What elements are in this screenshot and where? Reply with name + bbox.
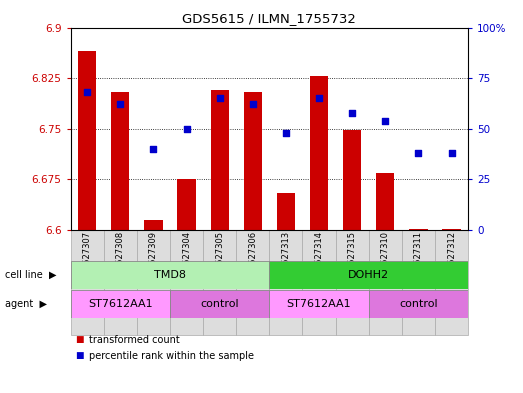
Bar	[244, 92, 262, 230]
Bar	[137, 230, 170, 335]
Bar	[269, 261, 468, 289]
Bar	[269, 230, 302, 335]
Text: control: control	[399, 299, 438, 309]
Bar	[177, 179, 196, 230]
Text: ST7612AA1: ST7612AA1	[88, 299, 153, 309]
Bar	[402, 230, 435, 335]
Text: cell line  ▶: cell line ▶	[5, 270, 56, 280]
Point	[282, 130, 290, 136]
Bar	[336, 230, 369, 335]
Bar	[170, 290, 269, 318]
Bar	[369, 290, 468, 318]
Bar	[71, 230, 104, 335]
Bar	[435, 230, 468, 335]
Text: ST7612AA1: ST7612AA1	[287, 299, 351, 309]
Bar	[71, 290, 170, 318]
Text: percentile rank within the sample: percentile rank within the sample	[89, 351, 254, 361]
Text: DOHH2: DOHH2	[348, 270, 389, 280]
Point	[447, 150, 456, 156]
Title: GDS5615 / ILMN_1755732: GDS5615 / ILMN_1755732	[183, 12, 356, 25]
Point	[414, 150, 423, 156]
Point	[116, 101, 124, 108]
Text: transformed count: transformed count	[89, 335, 180, 345]
Point	[315, 95, 323, 101]
Bar	[104, 230, 137, 335]
Bar	[302, 230, 336, 335]
Point	[83, 89, 92, 95]
Point	[215, 95, 224, 101]
Bar	[442, 229, 461, 230]
Bar	[269, 290, 369, 318]
Bar	[111, 92, 129, 230]
Bar	[144, 220, 163, 230]
Bar	[78, 51, 96, 230]
Bar	[410, 229, 427, 230]
Point	[348, 109, 356, 116]
Point	[183, 125, 191, 132]
Bar	[236, 230, 269, 335]
Text: TMD8: TMD8	[154, 270, 186, 280]
Point	[248, 101, 257, 108]
Bar	[343, 130, 361, 230]
Bar	[211, 90, 229, 230]
Bar	[376, 173, 394, 230]
Point	[149, 146, 157, 152]
Text: agent  ▶: agent ▶	[5, 299, 47, 309]
Bar	[277, 193, 295, 230]
Text: control: control	[200, 299, 239, 309]
Text: ■: ■	[76, 351, 87, 360]
Bar	[369, 230, 402, 335]
Bar	[71, 261, 269, 289]
Point	[381, 118, 390, 124]
Bar	[170, 230, 203, 335]
Bar	[310, 76, 328, 230]
Text: ■: ■	[76, 336, 87, 344]
Bar	[203, 230, 236, 335]
